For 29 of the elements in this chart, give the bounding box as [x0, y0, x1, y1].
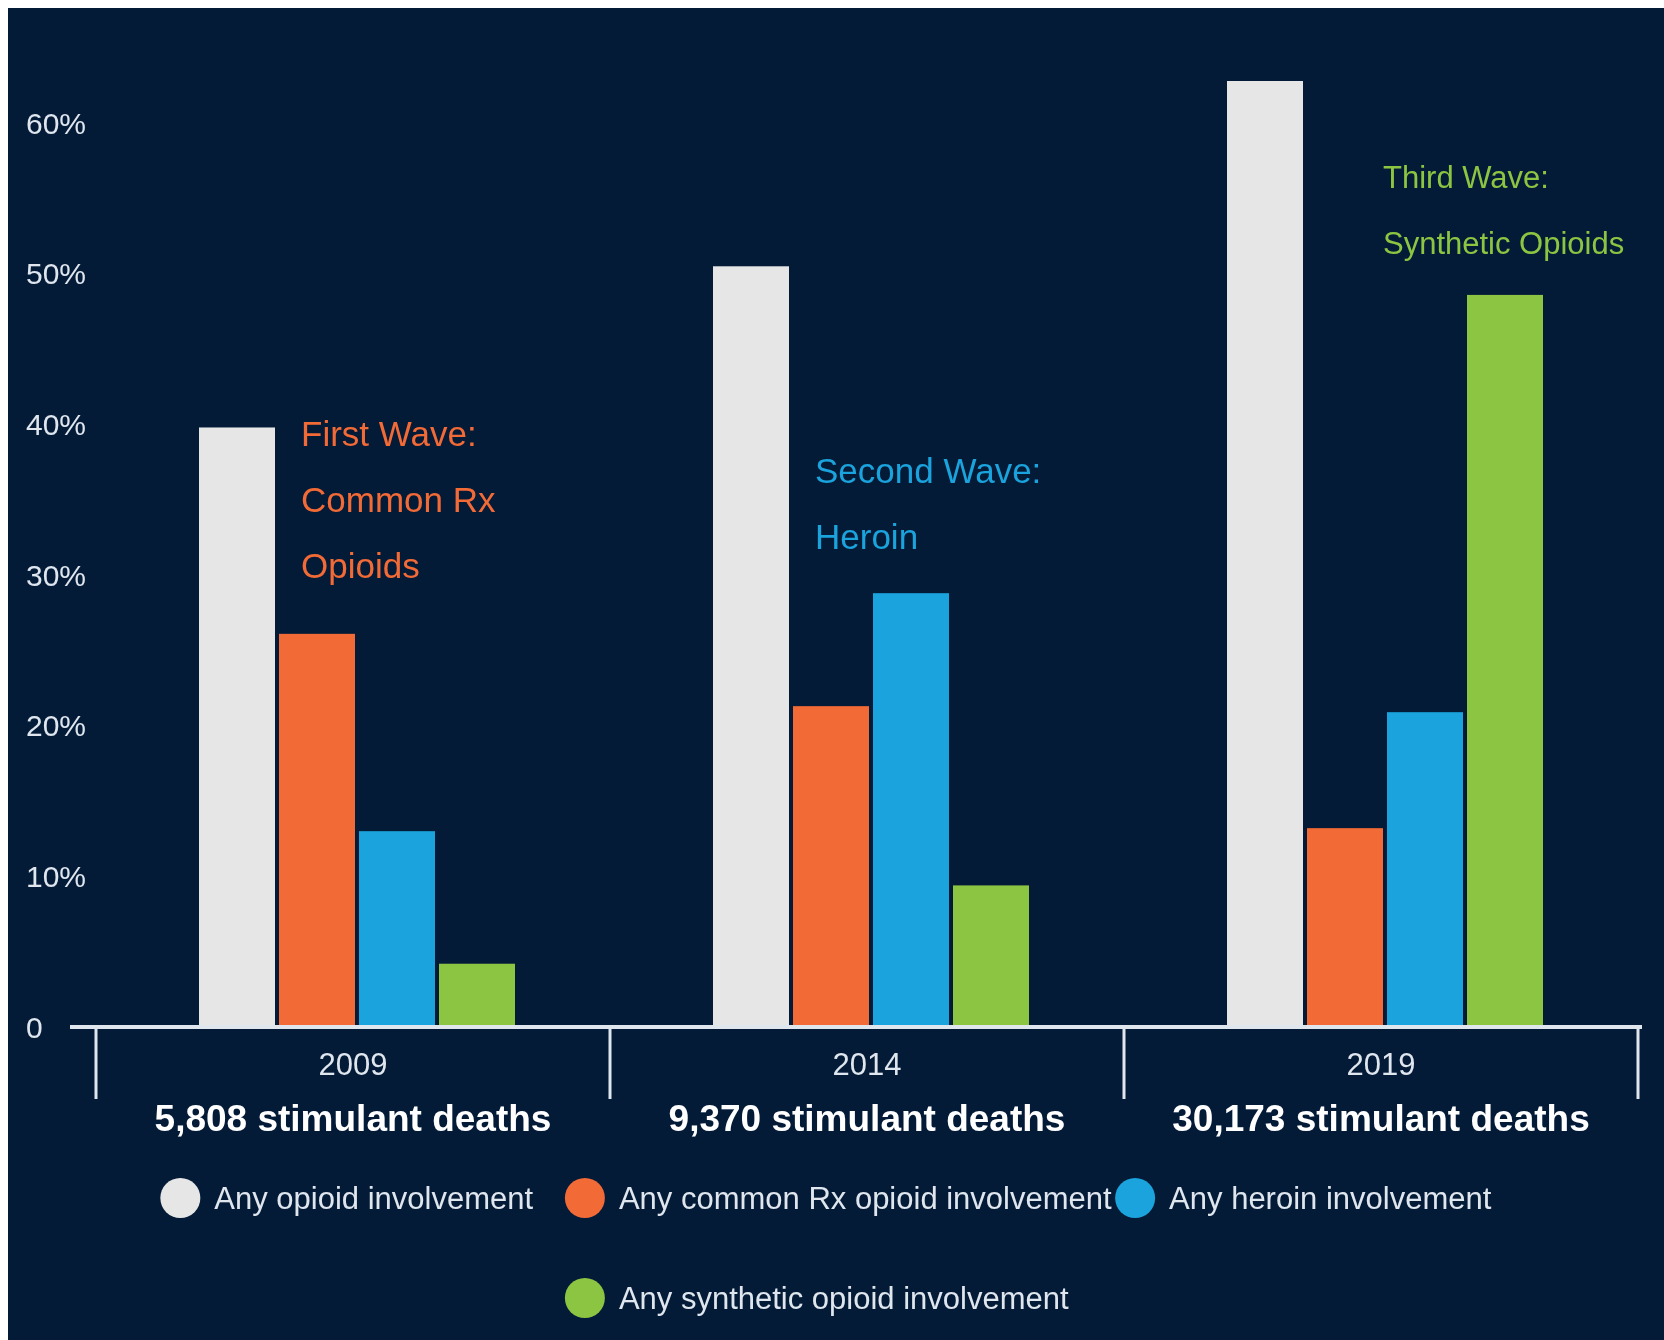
annotation: Third Wave: Synthetic Opioids — [1383, 160, 1625, 261]
y-tick-label: 30% — [26, 558, 87, 592]
annotation: Second Wave: Heroin — [815, 451, 1042, 556]
text: 5,808 stimulant deaths — [154, 1098, 552, 1139]
y-tick-label: 0 — [26, 1010, 43, 1044]
y-tick-label: 50% — [26, 257, 87, 291]
legend-label: Any opioid involvement — [214, 1180, 534, 1216]
legend-label: Any common Rx opioid involvement — [618, 1180, 1113, 1216]
annotation: First Wave: Common Rx Opioids — [301, 414, 496, 585]
bar — [359, 831, 435, 1027]
bar — [439, 963, 515, 1027]
x-tick-label: 2009 — [318, 1047, 388, 1082]
x-tick-label: 2014 — [832, 1047, 902, 1082]
bar — [793, 706, 869, 1027]
bar — [873, 593, 949, 1027]
y-tick-label: 60% — [26, 106, 87, 140]
bar — [1387, 712, 1463, 1027]
bar — [279, 633, 355, 1027]
y-tick-label: 40% — [26, 407, 87, 441]
bar — [953, 885, 1029, 1027]
text: 30,173 stimulant deaths — [1172, 1098, 1590, 1139]
bar — [1467, 294, 1543, 1027]
bar — [1307, 828, 1383, 1027]
x-tick-label: 2019 — [1346, 1047, 1416, 1082]
text: 9,370 stimulant deaths — [668, 1098, 1066, 1139]
y-tick-label: 10% — [26, 859, 87, 893]
legend-label: Any synthetic opioid involvement — [618, 1280, 1070, 1316]
legend-label: Any heroin involvement — [1169, 1180, 1492, 1216]
y-tick-label: 20% — [26, 709, 87, 743]
